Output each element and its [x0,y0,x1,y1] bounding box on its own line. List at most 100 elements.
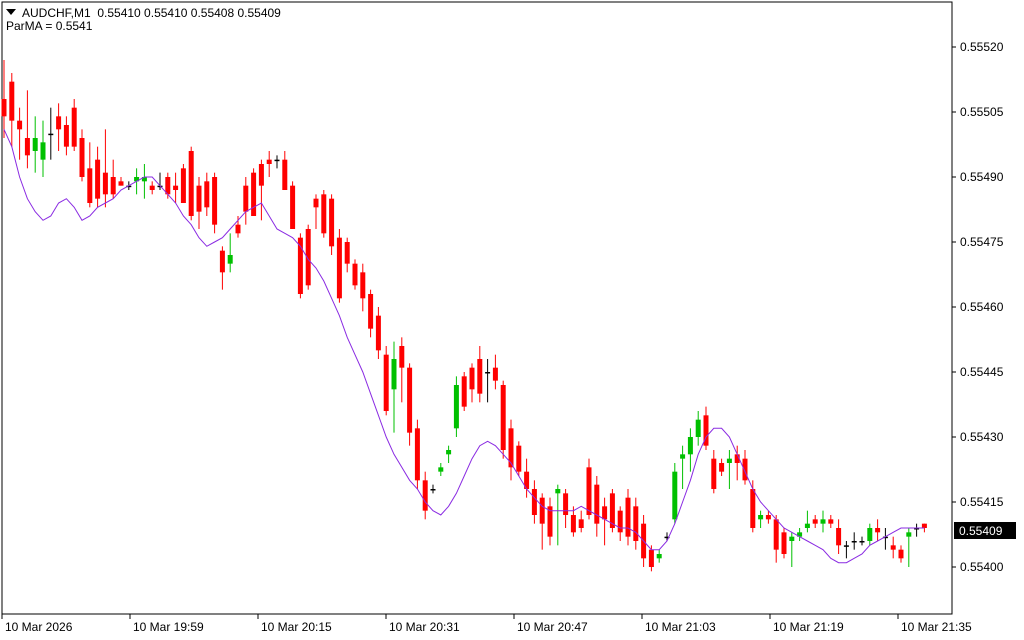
candle-body [836,528,842,546]
time-tick-label: 10 Mar 19:59 [133,620,204,634]
time-axis[interactable]: 10 Mar 2026 10 Mar 19:59 10 Mar 20:15 10 Ma… [1,614,972,634]
candle [633,497,639,550]
candle [282,151,288,190]
candle [820,510,826,533]
candle [765,510,771,524]
candle-body [430,489,436,491]
candle [63,116,69,156]
candle-body [422,480,428,511]
price-tick-label: 0.55460 [960,300,1004,314]
collapse-triangle-icon[interactable] [6,8,16,15]
price-tick-label: 0.55400 [960,560,1004,574]
candle [219,246,225,290]
candles-layer [1,60,927,572]
candle-body [477,359,483,394]
candle [781,528,787,559]
candle-body [461,376,467,407]
time-tick-label: 10 Mar 21:19 [773,620,844,634]
candle-body [329,198,335,247]
candle [898,545,904,563]
candle-body [617,510,623,533]
plot-area[interactable] [1,1,953,615]
candle [453,376,459,437]
candle-body [734,454,740,463]
candle [804,510,810,533]
candle-body [789,536,795,541]
candle-body [703,415,709,446]
candle-body [102,172,108,195]
candle [477,346,483,403]
candle [547,497,553,546]
candle [492,354,498,390]
candle [438,463,444,476]
candle [430,484,436,494]
candle [758,510,764,528]
candle [344,237,350,273]
candle [695,411,701,446]
candle-body [843,545,849,547]
candle [469,363,475,403]
candle-body [531,489,537,515]
candle [305,224,311,290]
time-tick-label: 10 Mar 21:03 [645,620,716,634]
candle [313,194,319,229]
candle-body [196,185,202,212]
candle-body [516,445,522,472]
candle [297,233,303,299]
candle-body [602,506,608,520]
candle [79,129,85,182]
candle-body [453,385,459,429]
candle-body [586,467,592,515]
candle-body [914,528,920,530]
price-axis[interactable]: 0.55520 0.55505 0.55490 0.55475 0.55460 0.554… [952,40,1004,574]
candle-body [71,107,77,147]
candle [110,159,116,199]
candle-body [188,151,194,216]
candle-body [305,229,311,286]
candle-body [773,519,779,550]
candle-body [656,554,662,559]
candle [875,519,881,541]
candle-body [664,536,670,539]
candle [867,523,873,546]
candle [258,159,264,221]
candle [383,346,389,416]
candle [687,428,693,472]
candle-body [79,138,85,177]
candle [524,458,530,498]
candle [243,177,249,225]
candle [102,129,108,208]
candle [625,489,631,546]
candle-body [165,177,171,195]
candle [773,515,779,563]
candle-body [204,181,210,208]
candle-body [126,185,132,188]
candle-body [56,116,62,130]
candle-body [750,489,756,528]
candle [149,181,155,195]
candle [563,489,569,528]
candle [188,146,194,221]
candle-body [898,549,904,559]
candle-body [781,532,787,554]
candle [500,380,506,459]
candle-body [648,549,654,567]
candle-body [258,164,264,186]
price-tick-label: 0.55475 [960,235,1004,249]
time-tick-label: 10 Mar 20:31 [389,620,460,634]
candle-body [547,506,553,537]
candle-body [563,493,569,515]
candle-body [40,142,46,160]
candle [508,419,514,481]
candle [40,120,46,177]
candle-body [243,185,249,212]
current-price-box [954,522,1016,539]
candle-body [266,159,272,164]
candle-body [500,385,506,450]
candle [71,99,77,151]
candle-body [251,172,257,216]
candle-body [313,198,319,208]
candle [906,528,912,567]
candle-body [118,181,124,186]
